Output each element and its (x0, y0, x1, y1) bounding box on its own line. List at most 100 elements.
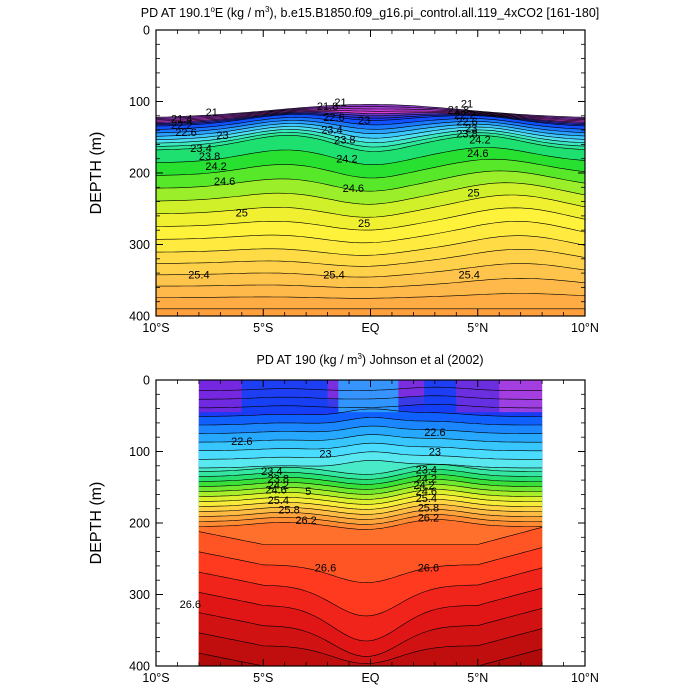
contour-label: 24.6 (416, 486, 437, 498)
bottom-axes: 10°S 5°S EQ 5°N 10°N 0 100 200 300 400 (129, 374, 599, 686)
contour-line (198, 464, 543, 475)
contour-label: 24.2 (469, 134, 490, 146)
contour-band (198, 380, 242, 413)
y-tick-label: 200 (129, 517, 150, 531)
contour-label: 23 (358, 115, 370, 127)
contour-line (198, 494, 543, 505)
contour-line (156, 293, 585, 299)
bottom-panel: PD AT 190 (kg / m3) Johnson et al (2002)… (88, 352, 599, 685)
contour-label: 23 (465, 123, 477, 135)
y-tick-label: 0 (143, 24, 150, 38)
contour-band (499, 380, 543, 413)
contour-label: 25.4 (458, 270, 479, 282)
contour-line (198, 519, 543, 530)
contour-label: 23.8 (199, 151, 220, 163)
contour-line (156, 117, 585, 130)
contour-label: 25 (467, 187, 479, 199)
contour-line (198, 386, 543, 392)
contour-line (198, 527, 543, 545)
contour-line (156, 108, 585, 121)
contour-line (198, 395, 543, 400)
contour-line (198, 499, 543, 510)
y-tick-label: 300 (129, 238, 150, 252)
contour-line (156, 112, 585, 124)
x-tick-label: 5°S (253, 671, 273, 685)
top-axes: 10°S 5°S EQ 5°N 10°N 0 100 200 300 400 (129, 24, 599, 336)
contour-line (156, 235, 585, 256)
contour-label: 25.4 (268, 495, 289, 507)
contour-label: 21.8 (448, 104, 469, 116)
contour-line (198, 608, 543, 657)
contour-label: 5 (305, 486, 311, 498)
top-panel: PD AT 190.1oE (kg / m3), b.e15.B1850.f09… (88, 5, 599, 335)
contour-line (156, 104, 585, 118)
contour-label: 22.2 (171, 120, 192, 132)
bottom-plot-area (198, 380, 543, 666)
contour-band (198, 628, 543, 666)
contour-label: 24.6 (265, 484, 286, 496)
contour-line (156, 263, 585, 278)
contour-line (156, 114, 585, 127)
contour-label: 22.6 (424, 427, 445, 439)
contour-label: 23.4 (416, 464, 437, 476)
contour-line (156, 123, 585, 137)
y-tick-label: 400 (129, 310, 150, 324)
x-tick-label: 10°S (142, 321, 169, 335)
contour-label: 22.2 (454, 109, 475, 121)
bottom-panel-title: PD AT 190 (kg / m3) Johnson et al (2002) (256, 352, 483, 367)
contour-label: 24.6 (343, 183, 364, 195)
contour-label: 23.8 (268, 474, 289, 486)
contour-line (198, 504, 543, 515)
contour-label: 22.6 (231, 436, 252, 448)
contour-line (198, 408, 543, 417)
x-tick-label: 5°N (467, 671, 488, 685)
contour-line (156, 113, 585, 126)
contour-label: 25.8 (418, 502, 439, 514)
contour-line (198, 434, 543, 443)
contour-line (156, 182, 585, 205)
contour-label: 25 (358, 218, 370, 230)
contour-label: 25.4 (416, 493, 437, 505)
contour-band (198, 648, 543, 666)
contour-label: 26.2 (295, 515, 316, 527)
contour-line (156, 132, 585, 148)
x-tick-label: 10°N (571, 321, 599, 335)
contour-line (156, 207, 585, 231)
contour-line (198, 451, 543, 460)
top-panel-title: PD AT 190.1oE (kg / m3), b.e15.B1850.f09… (141, 5, 600, 20)
contour-label: 26.6 (315, 562, 336, 574)
contour-label: 23.4 (190, 143, 211, 155)
contour-label: 24.2 (205, 161, 226, 173)
contour-label: 21 (461, 99, 473, 111)
x-tick-label: EQ (361, 321, 379, 335)
contour-label: 23.8 (456, 129, 477, 141)
top-y-axis-label: DEPTH (m) (88, 132, 105, 215)
contour-line (198, 403, 543, 409)
contour-label: 24.6 (214, 176, 235, 188)
contour-line (156, 170, 585, 192)
contour-label: 25 (236, 207, 248, 219)
contour-label: 26.2 (418, 512, 439, 524)
y-tick-label: 100 (129, 95, 150, 109)
contour-line (156, 111, 585, 123)
contour-line (156, 126, 585, 140)
contour-label: 22.6 (456, 117, 477, 129)
x-tick-label: 10°S (142, 671, 169, 685)
x-tick-label: 5°N (467, 321, 488, 335)
contour-line (156, 135, 585, 152)
bottom-contour-lines (198, 386, 543, 666)
contour-label: 21.4 (171, 114, 192, 126)
contour-label: 23.4 (321, 124, 342, 136)
bottom-contour-fills (198, 380, 543, 666)
contour-line (198, 587, 543, 642)
contour-line (198, 442, 543, 452)
contour-line (198, 547, 543, 583)
y-tick-label: 300 (129, 588, 150, 602)
contour-label: 22.6 (175, 127, 196, 139)
contour-line (198, 489, 543, 500)
contour-line (198, 567, 543, 617)
x-tick-label: 5°S (253, 321, 273, 335)
contour-band (241, 380, 328, 413)
